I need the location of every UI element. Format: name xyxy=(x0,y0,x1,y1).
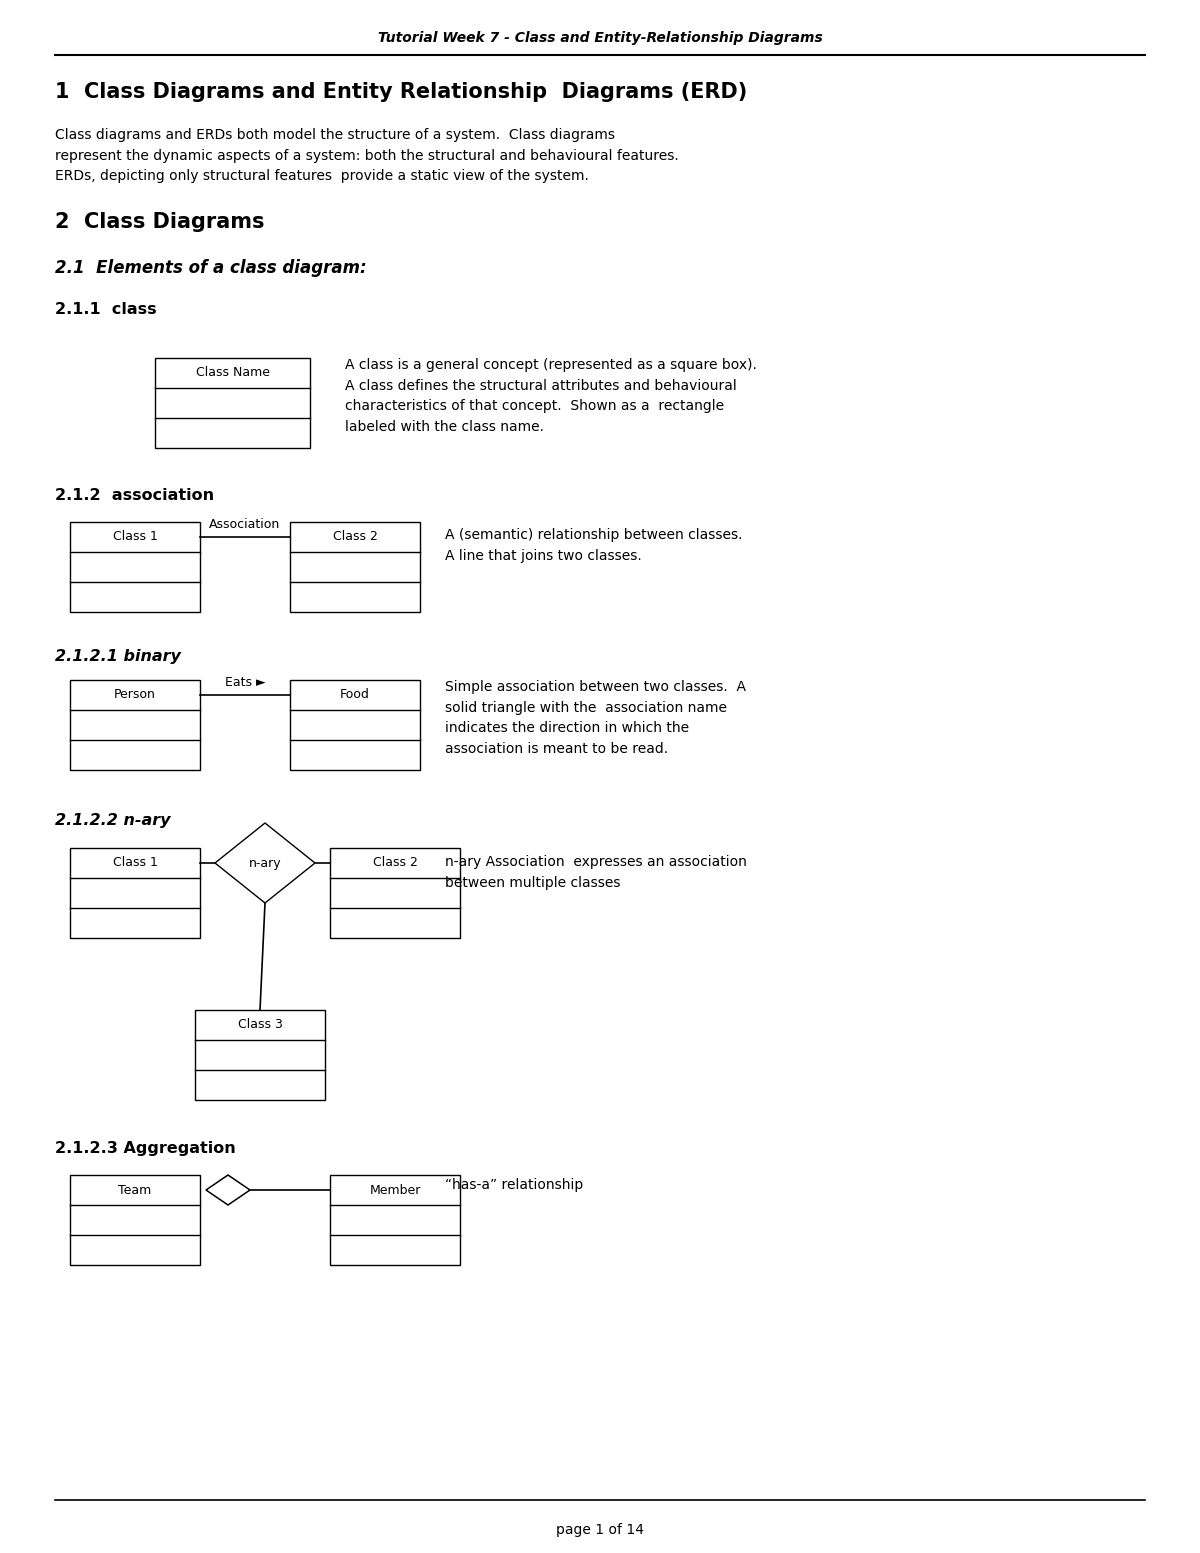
Polygon shape xyxy=(215,823,314,902)
Text: Simple association between two classes.  A
solid triangle with the  association : Simple association between two classes. … xyxy=(445,680,746,756)
Text: Tutorial Week 7 - Class and Entity-Relationship Diagrams: Tutorial Week 7 - Class and Entity-Relat… xyxy=(378,31,822,45)
Text: Class 2: Class 2 xyxy=(372,857,418,870)
Text: Person: Person xyxy=(114,688,156,702)
Text: Class Name: Class Name xyxy=(196,367,270,379)
Bar xyxy=(330,848,460,938)
Bar xyxy=(70,1176,200,1266)
Text: Class 1: Class 1 xyxy=(113,857,157,870)
Text: A (semantic) relationship between classes.
A line that joins two classes.: A (semantic) relationship between classe… xyxy=(445,528,743,562)
Text: Class 3: Class 3 xyxy=(238,1019,282,1031)
Text: Class 2: Class 2 xyxy=(332,531,378,544)
Text: n-ary: n-ary xyxy=(248,857,281,870)
Bar xyxy=(290,522,420,612)
Text: Association: Association xyxy=(209,519,281,531)
Text: 2.1.2.1 binary: 2.1.2.1 binary xyxy=(55,649,181,663)
Bar xyxy=(194,1009,325,1100)
Text: n-ary Association  expresses an association
between multiple classes: n-ary Association expresses an associati… xyxy=(445,856,746,890)
Bar xyxy=(155,359,310,447)
Text: 2  Class Diagrams: 2 Class Diagrams xyxy=(55,213,264,231)
Text: 1  Class Diagrams and Entity Relationship  Diagrams (ERD): 1 Class Diagrams and Entity Relationship… xyxy=(55,82,748,102)
Text: Member: Member xyxy=(370,1183,421,1196)
Text: Team: Team xyxy=(119,1183,151,1196)
Text: A class is a general concept (represented as a square box).
A class defines the : A class is a general concept (represente… xyxy=(346,359,757,433)
Text: page 1 of 14: page 1 of 14 xyxy=(556,1523,644,1537)
Bar xyxy=(70,848,200,938)
Text: Class 1: Class 1 xyxy=(113,531,157,544)
Text: 2.1.1  class: 2.1.1 class xyxy=(55,303,157,317)
Text: 2.1.2.3 Aggregation: 2.1.2.3 Aggregation xyxy=(55,1140,235,1155)
Text: “has-a” relationship: “has-a” relationship xyxy=(445,1179,583,1193)
Bar xyxy=(330,1176,460,1266)
Text: 2.1.2  association: 2.1.2 association xyxy=(55,489,214,503)
Bar xyxy=(290,680,420,770)
Bar xyxy=(70,522,200,612)
Bar xyxy=(70,680,200,770)
Text: Eats ►: Eats ► xyxy=(224,676,265,690)
Polygon shape xyxy=(206,1176,250,1205)
Text: Class diagrams and ERDs both model the structure of a system.  Class diagrams
re: Class diagrams and ERDs both model the s… xyxy=(55,127,679,183)
Text: 2.1.2.2 n-ary: 2.1.2.2 n-ary xyxy=(55,812,170,828)
Text: Food: Food xyxy=(340,688,370,702)
Text: 2.1  Elements of a class diagram:: 2.1 Elements of a class diagram: xyxy=(55,259,367,276)
